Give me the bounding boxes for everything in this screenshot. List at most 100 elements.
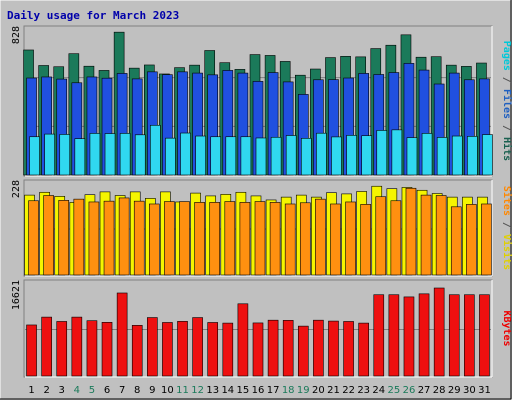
bar-sites-5 [88,201,100,276]
x-tick-label: 29 [448,385,461,396]
x-tick-label: 28 [433,385,446,396]
bar-sites-28 [435,195,447,276]
x-tick-label: 10 [161,385,174,396]
bar-sites-4 [73,198,85,276]
bar-kbytes-23 [358,322,369,377]
x-tick-label: 18 [282,385,295,396]
bar-kbytes-24 [373,294,385,377]
x-tick-label: 14 [221,385,234,396]
x-tick-label: 22 [342,385,355,396]
series-legend: KBytes [501,310,512,346]
bar-pages-24 [376,130,388,176]
bar-pages-15 [240,136,252,176]
bar-pages-14 [225,136,237,176]
bar-kbytes-29 [448,294,460,377]
bar-kbytes-26 [403,296,415,377]
bar-sites-3 [58,200,70,276]
bar-pages-5 [89,133,101,176]
bar-pages-18 [285,135,297,176]
bar-kbytes-7 [116,292,128,377]
bar-pages-25 [391,129,403,176]
bar-pages-16 [255,137,267,176]
bar-sites-19 [299,202,311,276]
bar-sites-12 [194,202,205,276]
bar-pages-26 [406,137,418,176]
bar-kbytes-12 [192,317,203,377]
bar-pages-8 [134,134,146,176]
legend-part: / [501,216,512,234]
bar-pages-11 [180,132,191,176]
series-pages [29,124,493,176]
bar-sites-2 [43,195,54,276]
x-tick-label: 31 [478,385,491,396]
bar-kbytes-31 [479,294,490,377]
panel-1: 828 Pages / Files / Hits [11,25,512,177]
bar-sites-14 [224,201,236,276]
bar-kbytes-19 [297,325,309,377]
bar-sites-31 [481,203,492,276]
bar-sites-16 [254,201,266,276]
bar-sites-8 [133,200,145,276]
bar-pages-10 [165,137,176,176]
x-tick-label: 25 [388,385,401,396]
bar-pages-4 [74,138,86,176]
panel-3: 16621 KBytes [11,279,512,378]
legend-part: Files [501,89,512,119]
bar-kbytes-9 [147,317,158,377]
bar-pages-31 [482,134,493,176]
bar-sites-25 [390,200,402,276]
bar-sites-22 [345,201,356,276]
bar-pages-20 [316,132,327,176]
bar-pages-19 [300,138,312,176]
bar-kbytes-11 [177,321,188,377]
x-tick-label: 13 [206,385,219,396]
bar-kbytes-3 [56,321,68,377]
bar-sites-27 [420,194,432,276]
x-tick-label: 27 [418,385,431,396]
bar-sites-10 [164,201,175,276]
legend-part: / [501,71,512,89]
bar-kbytes-18 [282,320,294,377]
bar-sites-17 [269,202,281,276]
x-tick-label: 9 [149,385,155,396]
panel-2: 228 Sites / Visits [11,179,512,277]
bar-sites-21 [330,203,341,276]
bar-kbytes-25 [388,294,400,377]
bar-sites-9 [149,203,160,276]
bar-sites-20 [315,198,326,276]
bar-kbytes-2 [41,316,52,377]
x-tick-label: 16 [252,385,265,396]
x-tick-label: 7 [119,385,125,396]
x-tick-label: 3 [59,385,65,396]
bar-kbytes-30 [464,294,475,377]
series-legend: Pages / Files / Hits [501,41,512,161]
x-tick-label: 1 [28,385,34,396]
legend-part: Visits [501,234,512,270]
series-files [26,63,490,176]
bar-pages-1 [29,136,40,176]
legend-part: Pages [501,41,512,71]
bar-kbytes-21 [328,320,339,377]
bar-kbytes-20 [313,319,324,377]
x-tick-label: 8 [134,385,140,396]
x-tick-label: 2 [43,385,49,396]
bar-pages-6 [104,133,116,176]
legend-part: / [501,119,512,137]
x-tick-label: 19 [297,385,310,396]
bar-pages-21 [331,136,342,176]
x-tick-label: 4 [74,385,80,396]
bar-kbytes-28 [433,287,445,377]
bar-pages-3 [59,134,71,176]
series-legend: Sites / Visits [501,186,512,270]
bar-pages-22 [346,135,357,176]
bar-sites-6 [103,200,115,276]
series-sites [28,187,492,276]
x-tick-label: 23 [357,385,370,396]
bar-kbytes-10 [162,322,173,377]
legend-part: KBytes [501,310,512,346]
x-tick-label: 21 [327,385,340,396]
x-tick-label: 15 [237,385,250,396]
x-tick-label: 30 [463,385,476,396]
bar-sites-7 [118,197,130,276]
bar-pages-12 [195,135,206,176]
